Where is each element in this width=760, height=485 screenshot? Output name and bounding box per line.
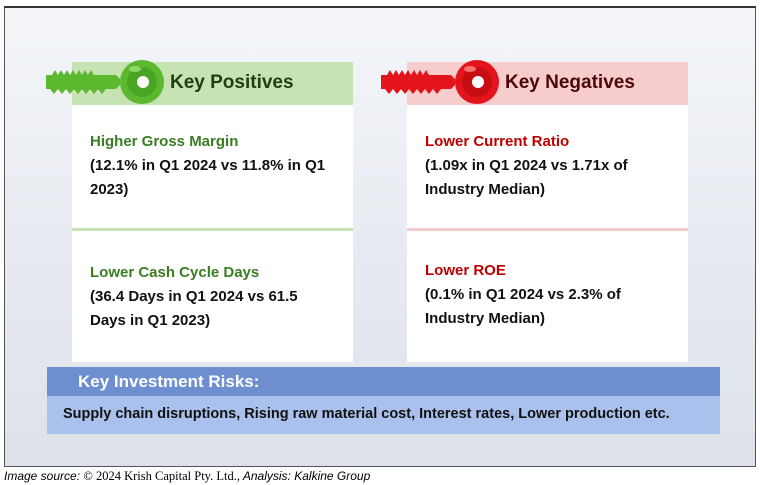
- positive-item-title: Lower Cash Cycle Days: [90, 264, 260, 281]
- negatives-header: Key Negatives: [381, 60, 688, 105]
- positives-header-label: Key Positives: [170, 72, 294, 93]
- positives-header: Key Positives: [46, 60, 353, 105]
- negative-item-line: Industry Median): [425, 310, 546, 327]
- negative-item-line: (0.1% in Q1 2024 vs 2.3% of: [425, 286, 621, 303]
- negative-item-line: (1.09x in Q1 2024 vs 1.71x of: [425, 157, 628, 174]
- risks-text: Supply chain disruptions, Rising raw mat…: [63, 406, 670, 422]
- negative-item-line: Industry Median): [425, 181, 546, 198]
- risks-header-label: Key Investment Risks:: [78, 372, 260, 391]
- positive-item-line: 2023): [90, 181, 129, 198]
- positive-item-line: Days in Q1 2023): [90, 312, 211, 329]
- positive-item-line: (12.1% in Q1 2024 vs 11.8% in Q1: [90, 157, 326, 174]
- risks-header: Key Investment Risks:: [47, 367, 720, 396]
- negatives-header-label: Key Negatives: [505, 72, 635, 93]
- image-source-caption: Image source: © 2024 Krish Capital Pty. …: [4, 469, 370, 484]
- positive-item-title: Higher Gross Margin: [90, 133, 239, 150]
- positive-item-line: (36.4 Days in Q1 2024 vs 61.5: [90, 288, 298, 305]
- risks-body: Supply chain disruptions, Rising raw mat…: [47, 396, 720, 434]
- caption-label: Image source:: [4, 469, 84, 483]
- positives-card: [72, 62, 353, 362]
- positives-divider: [72, 228, 353, 231]
- negative-item-title: Lower ROE: [425, 262, 506, 279]
- caption-analysis: Analysis: Kalkine Group: [239, 469, 371, 483]
- red-key-icon: [381, 60, 499, 104]
- negatives-divider: [407, 228, 688, 231]
- caption-source: © 2024 Krish Capital Pty. Ltd.,: [83, 469, 240, 483]
- slide-frame: Key Positives Higher Gross Margin (12.1%…: [4, 6, 756, 467]
- negative-item-title: Lower Current Ratio: [425, 133, 570, 150]
- green-key-icon: [46, 60, 164, 104]
- negatives-card: [407, 62, 688, 362]
